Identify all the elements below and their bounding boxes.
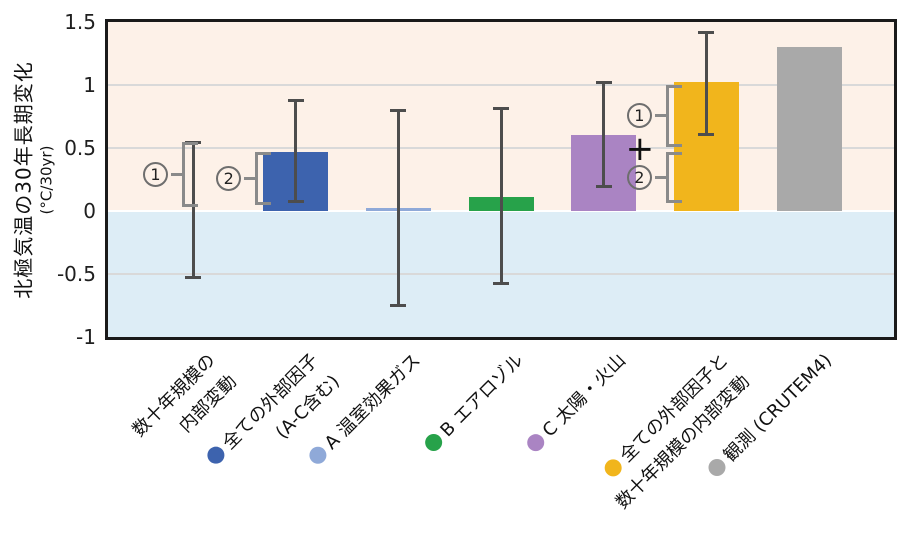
circled-number: 2: [626, 165, 652, 191]
error-cap-bottom-0: [185, 275, 201, 279]
y-tick-label: 1.5: [64, 10, 96, 34]
error-bar-5: [704, 32, 708, 136]
category-dot: [203, 443, 228, 468]
circled-number: 1: [143, 161, 168, 187]
y-tick-label: -0.5: [56, 262, 96, 286]
bracket-annotation: [654, 85, 682, 147]
bracket-notch: [171, 172, 185, 176]
gridline: [108, 84, 894, 86]
plot-area: 1 2 1 2 +: [105, 19, 897, 340]
error-cap-top-5: [698, 31, 715, 35]
bracket-annotation: [654, 151, 682, 204]
error-bar-2: [396, 110, 400, 306]
category-dot: [306, 443, 331, 468]
x-axis-label-3: B エアロゾル: [418, 347, 531, 460]
error-cap-top-1: [287, 99, 304, 103]
x-axis-label-line: B エアロゾル: [418, 347, 531, 460]
category-dot: [704, 455, 729, 480]
bracket-annotation: [171, 141, 198, 208]
error-cap-bottom-2: [390, 303, 407, 307]
error-cap-bottom-5: [698, 133, 715, 137]
bracket-notch: [654, 114, 669, 118]
plus-sign: +: [625, 129, 655, 170]
bracket-notch: [654, 176, 669, 180]
category-dot: [601, 455, 626, 480]
error-cap-bottom-3: [493, 282, 509, 286]
bar-6: [776, 47, 842, 211]
error-cap-bottom-1: [287, 200, 304, 204]
error-bar-0: [191, 141, 195, 278]
y-tick-label: 1: [83, 73, 96, 97]
circled-number: 1: [626, 103, 652, 129]
category-dot: [421, 430, 446, 455]
category-dot: [524, 430, 549, 455]
error-bar-1: [294, 100, 298, 203]
error-cap-bottom-4: [595, 185, 612, 189]
error-cap-top-2: [390, 109, 407, 113]
error-cap-top-4: [595, 81, 612, 85]
bracket-notch: [244, 176, 259, 180]
y-tick-label: -1: [76, 325, 96, 349]
y-tick-label: 0.5: [64, 136, 96, 160]
error-cap-top-3: [493, 106, 509, 110]
bracket-annotation: [244, 151, 272, 205]
y-tick-label: 0: [83, 199, 96, 223]
error-bar-3: [499, 107, 503, 285]
y-axis-title: 北極気温の30年長期変化 (°C/30yr): [0, 0, 82, 360]
circled-number: 2: [216, 165, 242, 191]
error-bar-4: [602, 82, 606, 188]
